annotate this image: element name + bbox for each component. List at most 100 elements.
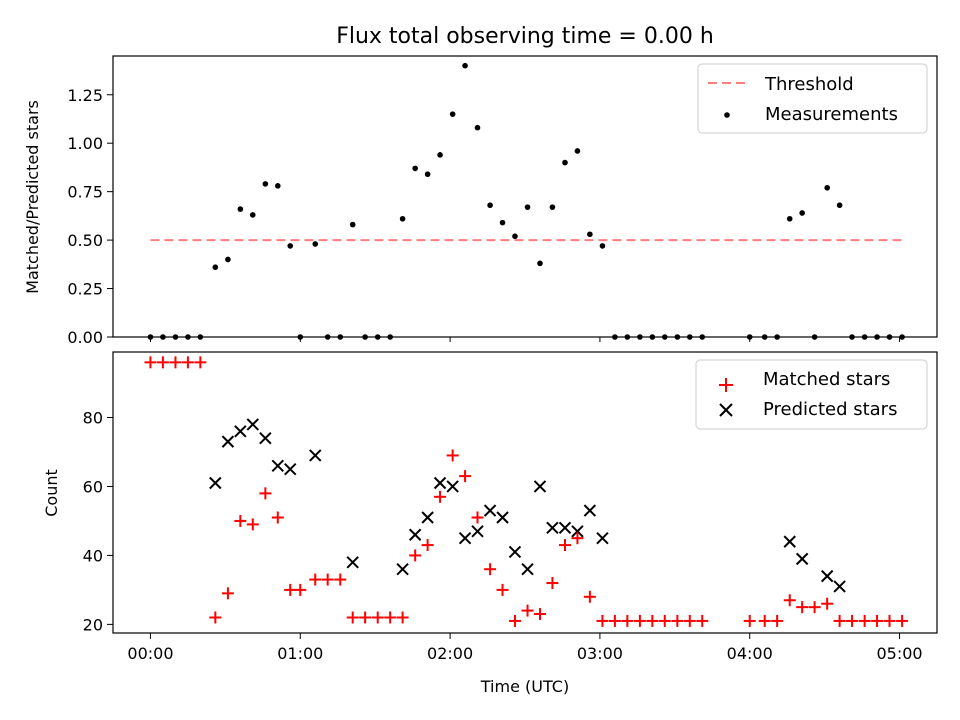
predicted-point: [446, 480, 459, 493]
x-axis-label: Time (UTC): [480, 677, 569, 696]
measurement-point: [147, 334, 154, 340]
measurement-point: [649, 334, 656, 340]
predicted-point: [209, 476, 222, 490]
matched-point: [409, 549, 422, 562]
predicted-point-stroke: [421, 511, 434, 524]
measurement-point: [599, 243, 606, 249]
measurement-point: [849, 334, 855, 340]
measurement-point: [374, 334, 381, 340]
predicted-point-stroke: [209, 476, 222, 490]
measurement-point: [674, 334, 681, 340]
measurement-point: [287, 243, 294, 249]
y-tick-label: 20: [83, 615, 103, 634]
bottom-y-axis-label: Count: [42, 469, 61, 517]
predicted-point: [533, 480, 547, 493]
predicted-point: [583, 504, 597, 517]
bottom-legend: Matched stars Predicted stars: [695, 359, 928, 430]
matched-point: [683, 614, 696, 627]
measurement-point: [512, 233, 518, 240]
top-x-axis: [149, 337, 901, 342]
measurement-point: [387, 334, 393, 340]
matched-point: [144, 356, 157, 369]
matched-point: [434, 490, 447, 503]
matched-point: [496, 583, 509, 596]
y-tick-label: 0.50: [67, 231, 103, 250]
x-tick-label: 04:00: [727, 644, 773, 663]
matched-point: [371, 611, 384, 624]
measurement-point: [537, 260, 543, 267]
matched-point: [621, 614, 634, 627]
legend-matched-swatch: [719, 378, 733, 392]
matched-point: [596, 614, 609, 627]
predicted-point-stroke: [795, 552, 809, 566]
chart-title: Flux total observing time = 0.00 h: [336, 24, 714, 49]
predicted-point: [483, 504, 497, 517]
measurement-point: [412, 165, 418, 172]
measurement-point: [661, 334, 668, 340]
matched-point: [246, 518, 259, 531]
measurement-point: [297, 334, 304, 340]
measurement-point: [746, 334, 753, 340]
measurement-point: [399, 215, 406, 222]
predicted-point: [496, 511, 509, 524]
measurement-point: [861, 334, 868, 340]
top-y-axis: 0.00 0.25 0.50 0.75 1.00 1.25: [67, 86, 113, 347]
measurement-points: [147, 62, 905, 340]
matched-point: [334, 573, 347, 586]
matched-point: [583, 590, 596, 603]
predicted-point-stroke: [820, 569, 834, 583]
measurement-point: [212, 264, 219, 271]
predicted-point-stroke: [458, 531, 472, 545]
matched-point: [156, 356, 169, 369]
x-tick-label: 01:00: [277, 644, 323, 663]
measurement-point: [185, 334, 191, 340]
matched-point: [294, 583, 307, 596]
measurement-point: [687, 334, 693, 340]
measurement-point: [612, 334, 618, 340]
legend-predicted-label: Predicted stars: [763, 399, 897, 420]
matched-point: [796, 601, 809, 614]
measurement-point: [362, 334, 368, 340]
predicted-point: [346, 556, 359, 569]
measurement-point: [160, 334, 166, 340]
predicted-point-stroke: [433, 476, 447, 490]
top-legend-box: [697, 63, 928, 134]
predicted-point-stroke: [309, 449, 322, 462]
matched-point: [508, 614, 521, 627]
predicted-point: [221, 435, 235, 448]
matched-point: [858, 614, 871, 627]
measurement-point: [337, 334, 344, 340]
matched-point: [896, 614, 909, 627]
measurement-point: [487, 202, 493, 209]
predicted-point: [234, 425, 247, 438]
predicted-point: [284, 463, 297, 476]
matched-point: [321, 573, 334, 586]
matched-point: [559, 539, 572, 552]
predicted-point-stroke: [596, 531, 609, 545]
measurement-point: [237, 206, 244, 212]
x-tick-label: 03:00: [577, 644, 623, 663]
measurement-point: [172, 334, 179, 340]
bottom-y-axis: 20 40 60 80: [83, 409, 113, 634]
predicted-point-stroke: [483, 504, 497, 517]
legend-matched-label: Matched stars: [763, 369, 890, 390]
measurement-point: [774, 334, 780, 340]
bottom-x-axis: 00:00 01:00 02:00 03:00 04:00 05:00: [127, 633, 923, 663]
matched-point: [384, 611, 397, 624]
measurement-point: [836, 202, 843, 209]
matched-point: [521, 604, 534, 617]
predicted-point: [421, 511, 434, 524]
measurement-point: [574, 148, 581, 154]
y-tick-label: 40: [83, 546, 103, 565]
matched-point: [181, 356, 194, 369]
predicted-point: [596, 531, 609, 545]
predicted-point: [558, 521, 572, 535]
predicted-point: [820, 569, 834, 583]
matched-point: [608, 614, 621, 627]
bottom-legend-box: [695, 359, 928, 430]
measurement-point: [462, 62, 468, 69]
predicted-points: [209, 418, 846, 593]
measurement-point: [824, 184, 830, 191]
predicted-point: [408, 528, 422, 541]
